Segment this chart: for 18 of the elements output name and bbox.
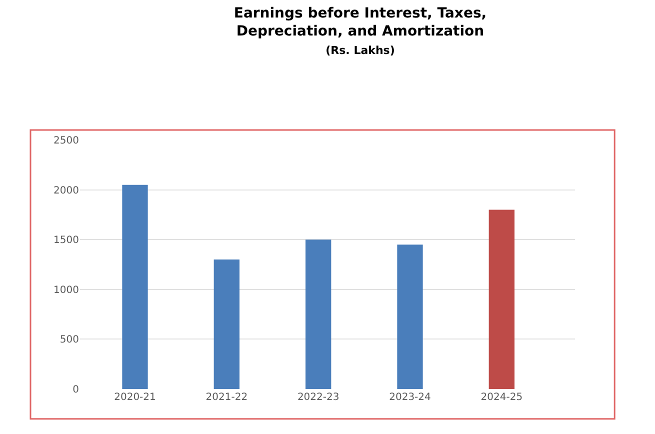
bar bbox=[122, 184, 148, 389]
x-tick-label: 2021-22 bbox=[206, 392, 248, 403]
x-tick-label: 2022-23 bbox=[297, 392, 340, 403]
y-tick-label: 1000 bbox=[54, 284, 79, 296]
x-tick-label: 2020-21 bbox=[114, 392, 156, 403]
y-tick-label: 500 bbox=[60, 334, 79, 346]
y-tick-label: 0 bbox=[72, 384, 79, 396]
x-tick-label: 2024-25 bbox=[480, 392, 523, 403]
chart-title: Earnings before Interest, Taxes, Depreciation, and Amortization bbox=[234, 5, 487, 40]
bar bbox=[214, 260, 240, 389]
y-tick-label: 2500 bbox=[54, 136, 79, 146]
chart-subtitle: (Rs. Lakhs) bbox=[326, 44, 395, 57]
bar bbox=[306, 240, 332, 389]
bar bbox=[488, 210, 514, 389]
y-tick-label: 2000 bbox=[54, 185, 79, 196]
bar bbox=[397, 244, 423, 389]
x-tick-label: 2023-24 bbox=[389, 392, 431, 403]
y-tick-label: 1500 bbox=[54, 235, 79, 246]
